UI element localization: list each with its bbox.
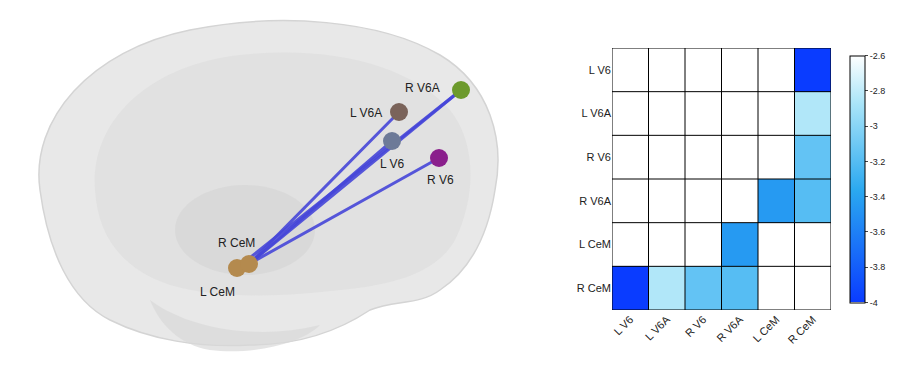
svg-text:L V6A: L V6A: [350, 106, 382, 120]
svg-text:-2.8: -2.8: [870, 86, 886, 96]
svg-text:L CeM: L CeM: [200, 285, 235, 299]
svg-text:R V6: R V6: [427, 173, 454, 187]
svg-text:R V6: R V6: [587, 151, 611, 163]
svg-text:L V6A: L V6A: [643, 313, 673, 343]
svg-text:-3.4: -3.4: [870, 192, 886, 202]
svg-text:-3.6: -3.6: [870, 227, 886, 237]
svg-text:R V6: R V6: [683, 313, 709, 339]
svg-text:L CeM: L CeM: [579, 238, 611, 250]
svg-text:-3.2: -3.2: [870, 157, 886, 167]
svg-text:L V6A: L V6A: [581, 107, 611, 119]
svg-text:L CeM: L CeM: [750, 313, 781, 344]
svg-text:L V6: L V6: [611, 313, 635, 337]
svg-text:R V6A: R V6A: [579, 195, 611, 207]
svg-text:L V6: L V6: [589, 64, 611, 76]
svg-text:-4: -4: [870, 298, 878, 308]
svg-text:-3: -3: [870, 121, 878, 131]
svg-text:-3.8: -3.8: [870, 262, 886, 272]
svg-text:R V6A: R V6A: [405, 81, 440, 95]
svg-text:R CeM: R CeM: [218, 236, 255, 250]
svg-text:R CeM: R CeM: [577, 282, 611, 294]
svg-text:R CeM: R CeM: [785, 313, 818, 346]
svg-text:L V6: L V6: [380, 157, 405, 171]
svg-text:-2.6: -2.6: [870, 51, 886, 61]
svg-text:R V6A: R V6A: [714, 313, 745, 344]
